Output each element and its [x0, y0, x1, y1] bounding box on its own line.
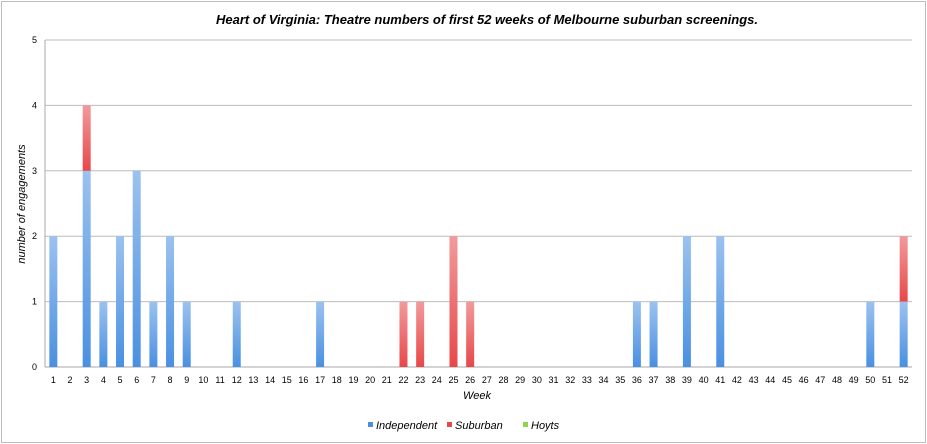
x-tick-label: 9 — [184, 375, 189, 385]
x-tick-label: 49 — [849, 375, 859, 385]
x-tick-label: 32 — [565, 375, 575, 385]
x-tick-label: 12 — [232, 375, 242, 385]
grid-lines — [44, 39, 912, 368]
x-tick-label: 52 — [899, 375, 909, 385]
bar-suburban-week-26 — [466, 301, 475, 367]
bar-independent-week-1 — [49, 236, 58, 367]
x-tick-label: 16 — [298, 375, 308, 385]
x-tick-label: 45 — [782, 375, 792, 385]
x-tick-label: 7 — [151, 375, 156, 385]
bar-suburban-week-22 — [399, 301, 408, 367]
bar-independent-week-3 — [82, 170, 91, 367]
legend-label-independent: Independent — [376, 420, 438, 432]
bar-independent-week-50 — [866, 301, 875, 367]
chart-title: Heart of Virginia: Theatre numbers of fi… — [216, 12, 758, 27]
x-tick-label: 38 — [665, 375, 675, 385]
x-tick-label: 37 — [649, 375, 659, 385]
x-tick-label: 6 — [134, 375, 139, 385]
x-tick-label: 51 — [882, 375, 892, 385]
x-tick-label: 22 — [398, 375, 408, 385]
bar-independent-week-41 — [716, 236, 725, 367]
x-tick-label: 46 — [799, 375, 809, 385]
x-tick-label: 10 — [198, 375, 208, 385]
x-tick-label: 3 — [84, 375, 89, 385]
x-tick-label: 26 — [465, 375, 475, 385]
legend-swatch-independent — [368, 422, 373, 427]
y-axis-label: number of engagements — [16, 144, 28, 264]
x-tick-label: 33 — [582, 375, 592, 385]
legend-label-suburban: Suburban — [455, 420, 503, 432]
x-tick-label: 39 — [682, 375, 692, 385]
bar-suburban-week-3 — [82, 105, 91, 171]
x-tick-label: 11 — [215, 375, 224, 385]
bar-independent-week-36 — [632, 301, 641, 367]
x-tick-label: 21 — [382, 375, 392, 385]
legend-swatch-hoyts — [523, 422, 528, 427]
x-tick-label: 27 — [482, 375, 492, 385]
x-tick-label: 14 — [265, 375, 275, 385]
x-tick-label: 48 — [832, 375, 842, 385]
x-tick-label: 23 — [415, 375, 425, 385]
x-tick-label: 47 — [815, 375, 825, 385]
x-tick-label: 43 — [749, 375, 759, 385]
bar-suburban-week-23 — [416, 301, 425, 367]
bar-independent-week-17 — [316, 301, 325, 367]
y-axis-ticks: 0 1 2 3 4 5 — [32, 35, 37, 372]
x-tick-label: 40 — [699, 375, 709, 385]
x-tick-label: 1 — [51, 375, 56, 385]
x-axis-ticks: 1 2 3 4 5 6 7 8 9 10 11 12 13 14 15 16 17 18 19 20 21 22 23 24 2… — [51, 375, 909, 385]
legend-label-hoyts: Hoyts — [531, 420, 560, 432]
x-tick-label: 42 — [732, 375, 742, 385]
bar-independent-week-8 — [166, 236, 175, 367]
x-tick-label: 34 — [599, 375, 609, 385]
x-tick-label: 4 — [101, 375, 106, 385]
x-tick-label: 18 — [332, 375, 342, 385]
bar-independent-week-6 — [132, 170, 141, 367]
y-tick-label: 2 — [32, 231, 37, 241]
legend: Independent Suburban Hoyts — [368, 420, 560, 432]
x-tick-label: 36 — [632, 375, 642, 385]
x-tick-label: 24 — [432, 375, 442, 385]
bar-independent-week-12 — [232, 301, 241, 367]
x-tick-label: 5 — [118, 375, 123, 385]
x-tick-label: 30 — [532, 375, 542, 385]
x-tick-label: 19 — [348, 375, 358, 385]
bar-independent-week-5 — [116, 236, 125, 367]
x-tick-label: 15 — [282, 375, 292, 385]
x-tick-label: 20 — [365, 375, 375, 385]
bar-independent-week-39 — [682, 236, 691, 367]
x-tick-label: 41 — [715, 375, 725, 385]
bar-independent-week-52 — [899, 301, 908, 367]
y-tick-label: 0 — [32, 362, 37, 372]
bar-independent-week-7 — [149, 301, 158, 367]
x-tick-label: 17 — [315, 375, 325, 385]
bar-suburban-week-25 — [449, 236, 458, 367]
x-axis-label: Week — [463, 390, 491, 402]
x-tick-label: 35 — [615, 375, 625, 385]
legend-swatch-suburban — [447, 422, 452, 427]
y-tick-label: 3 — [32, 166, 37, 176]
y-tick-label: 4 — [32, 100, 37, 110]
y-tick-label: 5 — [32, 35, 37, 45]
bar-suburban-week-52 — [899, 236, 908, 302]
x-tick-label: 25 — [448, 375, 458, 385]
x-tick-label: 8 — [168, 375, 173, 385]
y-tick-label: 1 — [32, 297, 37, 307]
bar-independent-week-9 — [182, 301, 191, 367]
x-tick-label: 2 — [68, 375, 73, 385]
x-tick-label: 28 — [499, 375, 509, 385]
x-tick-label: 50 — [865, 375, 875, 385]
x-tick-label: 29 — [515, 375, 525, 385]
bars — [49, 105, 908, 367]
x-tick-label: 44 — [765, 375, 775, 385]
x-tick-label: 13 — [248, 375, 258, 385]
x-tick-label: 31 — [549, 375, 559, 385]
bar-independent-week-37 — [649, 301, 658, 367]
bar-independent-week-4 — [99, 301, 108, 367]
